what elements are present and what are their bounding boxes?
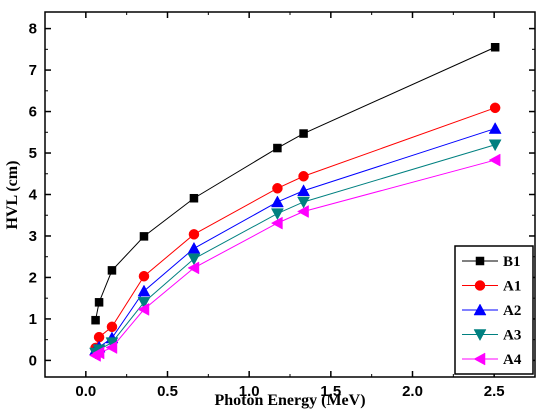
data-point-a1 bbox=[489, 102, 501, 114]
data-point-b1 bbox=[107, 266, 117, 275]
y-tick-label: 1 bbox=[29, 311, 37, 328]
data-point-a4 bbox=[105, 341, 118, 354]
legend-marker-a3 bbox=[473, 329, 487, 342]
data-point-a1 bbox=[272, 183, 283, 194]
data-point-a4 bbox=[488, 153, 501, 167]
x-axis-title: Photon Energy (MeV) bbox=[214, 392, 365, 409]
series-line-a4 bbox=[95, 159, 496, 356]
series-line-a2 bbox=[95, 128, 496, 351]
data-point-b1 bbox=[189, 193, 199, 203]
data-point-a1 bbox=[138, 270, 150, 282]
data-point-a2 bbox=[137, 284, 151, 297]
y-tick-label: 6 bbox=[29, 104, 37, 121]
series-a2 bbox=[89, 122, 502, 356]
data-point-a1 bbox=[188, 229, 200, 240]
axis-ticks: 0 1 2 3 4 5 6 7 8 0.0 0.5 1.0 1.5 2.0 2.5 bbox=[29, 12, 536, 400]
legend-marker-a4 bbox=[473, 352, 486, 366]
series-a4 bbox=[89, 153, 501, 362]
data-point-a2 bbox=[297, 184, 310, 197]
data-point-a3 bbox=[137, 297, 151, 309]
x-tick-label: 1.0 bbox=[239, 383, 260, 400]
series-a1 bbox=[90, 102, 501, 354]
data-point-a3 bbox=[271, 208, 284, 221]
data-point-b1 bbox=[490, 43, 500, 52]
legend-label: A3 bbox=[503, 328, 521, 344]
legend-label: A2 bbox=[503, 303, 521, 319]
data-point-a3 bbox=[297, 196, 310, 209]
legend: B1 A1 A2 A3 A4 bbox=[454, 245, 534, 375]
series-a3 bbox=[89, 139, 502, 360]
y-tick-label: 5 bbox=[29, 145, 37, 162]
series-line-b1 bbox=[95, 46, 496, 321]
x-tick-label: 2.5 bbox=[484, 383, 505, 400]
legend-label: A1 bbox=[503, 279, 521, 295]
data-point-a4 bbox=[297, 205, 309, 218]
legend-marker-b1 bbox=[475, 256, 485, 266]
series-b1 bbox=[91, 43, 500, 325]
x-tick-label: 0.5 bbox=[157, 383, 178, 400]
data-point-a2 bbox=[271, 195, 284, 208]
y-tick-label: 4 bbox=[29, 187, 38, 204]
x-tick-label: 2.0 bbox=[402, 383, 423, 400]
data-point-b1 bbox=[94, 298, 104, 307]
legend-marker-a1 bbox=[474, 280, 486, 291]
legend-label: B1 bbox=[503, 254, 521, 270]
data-point-a3 bbox=[488, 139, 502, 152]
data-point-a3 bbox=[187, 253, 201, 266]
series-layer bbox=[89, 43, 502, 362]
data-point-a4 bbox=[92, 346, 105, 360]
data-point-a2 bbox=[488, 122, 502, 134]
data-point-b1 bbox=[139, 232, 149, 241]
data-point-a4 bbox=[137, 302, 150, 316]
data-point-b1 bbox=[273, 143, 282, 153]
data-point-b1 bbox=[91, 315, 100, 325]
y-tick-label: 7 bbox=[29, 62, 37, 79]
y-tick-label: 8 bbox=[29, 21, 37, 38]
legend-marker-a2 bbox=[473, 303, 487, 316]
data-point-a1 bbox=[298, 171, 309, 182]
data-point-a2 bbox=[187, 241, 201, 254]
data-point-a1 bbox=[106, 321, 118, 333]
data-point-a4 bbox=[270, 216, 283, 230]
y-tick-label: 3 bbox=[29, 228, 37, 245]
x-tick-label: 1.5 bbox=[320, 383, 341, 400]
y-axis-title: HVL (cm) bbox=[4, 161, 21, 230]
x-tick-label: 0.0 bbox=[75, 383, 96, 400]
legend-label: A4 bbox=[503, 352, 522, 368]
data-point-b1 bbox=[299, 129, 308, 138]
y-tick-label: 0 bbox=[29, 352, 37, 369]
data-point-a4 bbox=[187, 261, 200, 275]
y-tick-label: 2 bbox=[29, 269, 37, 286]
